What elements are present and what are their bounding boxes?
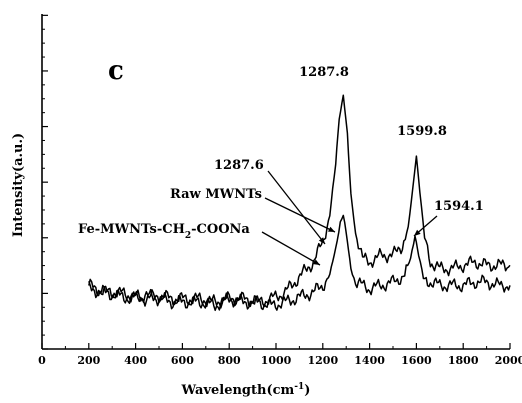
peak-label-1287-8: 1287.8 bbox=[299, 65, 349, 80]
y-axis-label: Intensity(a.u.) bbox=[11, 133, 26, 237]
arrow-1594-1 bbox=[413, 215, 438, 237]
peak-label-1599-8: 1599.8 bbox=[397, 124, 447, 139]
x-ticks: 0 200 400 600 800 1000 1200 1400 1600 1800 2000 bbox=[38, 343, 522, 367]
peak-label-1287-6: 1287.6 bbox=[214, 158, 264, 173]
series-line-fe-mwnts bbox=[88, 214, 511, 312]
panel-label: c bbox=[108, 56, 124, 86]
x-tick-label: 1600 bbox=[401, 354, 432, 367]
x-tick-label: 600 bbox=[171, 354, 194, 367]
arrow-raw-mwnts bbox=[264, 197, 336, 233]
x-tick-label: 1400 bbox=[354, 354, 385, 367]
arrow-fe-mwnts bbox=[261, 231, 321, 266]
series-label-raw-mwnts: Raw MWNTs bbox=[170, 187, 262, 202]
peak-label-1594-1: 1594.1 bbox=[434, 199, 484, 214]
x-tick-label: 1200 bbox=[307, 354, 338, 367]
arrow-1287-6 bbox=[267, 170, 326, 245]
x-tick-label: 1800 bbox=[448, 354, 479, 367]
x-tick-label: 0 bbox=[38, 354, 46, 367]
x-tick-label: 400 bbox=[124, 354, 147, 367]
series-label-fe-mwnts: Fe-MWNTs-CH2-COONa bbox=[78, 222, 250, 241]
y-ticks bbox=[42, 14, 48, 350]
annotation-arrows bbox=[261, 170, 438, 266]
x-tick-label: 1000 bbox=[261, 354, 292, 367]
series-lines bbox=[88, 94, 511, 312]
x-axis-label: Wavelength(cm-1) bbox=[181, 382, 311, 398]
x-tick-label: 800 bbox=[218, 354, 241, 367]
x-tick-label: 2000 bbox=[495, 354, 522, 367]
x-tick-label: 200 bbox=[77, 354, 100, 367]
